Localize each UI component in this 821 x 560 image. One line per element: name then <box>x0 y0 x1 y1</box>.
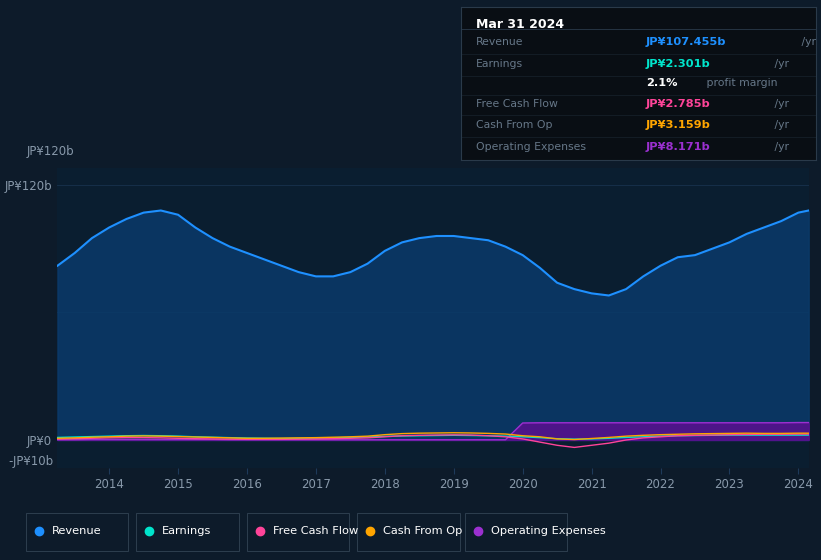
Text: Operating Expenses: Operating Expenses <box>475 142 585 152</box>
Text: Earnings: Earnings <box>475 59 523 69</box>
Text: JP¥8.171b: JP¥8.171b <box>646 142 711 152</box>
Text: Free Cash Flow: Free Cash Flow <box>475 99 557 109</box>
Text: /yr: /yr <box>771 142 789 152</box>
Text: Revenue: Revenue <box>475 38 523 47</box>
Text: Cash From Op: Cash From Op <box>383 526 462 535</box>
Text: /yr: /yr <box>771 99 789 109</box>
Text: 2.1%: 2.1% <box>646 78 677 88</box>
Text: profit margin: profit margin <box>704 78 777 88</box>
Text: Free Cash Flow: Free Cash Flow <box>273 526 358 535</box>
Text: JP¥120b: JP¥120b <box>26 145 74 158</box>
Text: -JP¥10b: -JP¥10b <box>8 455 53 468</box>
Text: /yr: /yr <box>771 59 789 69</box>
Text: Cash From Op: Cash From Op <box>475 120 552 130</box>
Text: JP¥2.785b: JP¥2.785b <box>646 99 711 109</box>
Text: JP¥107.455b: JP¥107.455b <box>646 38 727 47</box>
Text: /yr: /yr <box>771 120 789 130</box>
Text: Earnings: Earnings <box>163 526 212 535</box>
Text: Mar 31 2024: Mar 31 2024 <box>475 18 564 31</box>
Text: JP¥2.301b: JP¥2.301b <box>646 59 711 69</box>
Text: Operating Expenses: Operating Expenses <box>491 526 606 535</box>
Text: Revenue: Revenue <box>52 526 102 535</box>
Text: JP¥3.159b: JP¥3.159b <box>646 120 711 130</box>
Text: /yr: /yr <box>798 38 815 47</box>
